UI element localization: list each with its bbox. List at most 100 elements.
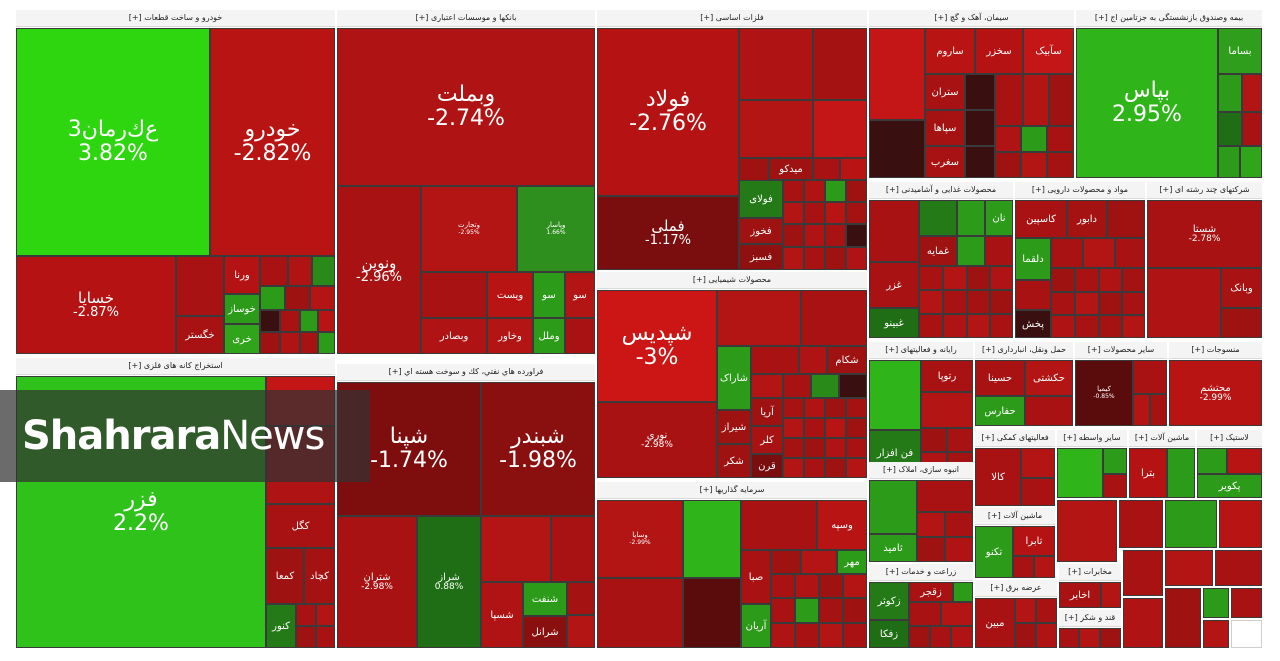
stock-cell[interactable]: پکویر (1197, 474, 1262, 498)
stock-cell[interactable]: شکر (717, 444, 751, 478)
stock-cell[interactable]: شیراز (717, 410, 751, 444)
stock-cell[interactable]: ساروم (925, 28, 975, 74)
sector-title[interactable]: سرمایه گذاریها [+] (597, 482, 867, 499)
stock-cell[interactable]: حکشتی (1025, 360, 1073, 396)
stock-cell[interactable]: خسایا -2.87% (16, 256, 176, 354)
sector-title[interactable]: عرضه برق [+] (975, 580, 1057, 597)
stock-cell[interactable]: سخزر (975, 28, 1023, 74)
stock-cell[interactable]: وپاسار 1.66% (517, 186, 595, 272)
stock-cell[interactable]: بترا (1129, 448, 1167, 498)
stock-cell[interactable]: بساما (1218, 28, 1262, 74)
sector-title[interactable]: ماشین آلات [+] (975, 508, 1055, 525)
sector-pharma[interactable]: مواد و محصولات دارویی [+] کاسپین دابور د… (1015, 182, 1145, 338)
sector-title[interactable]: فلزات اساسی [+] (597, 10, 867, 27)
stock-cell[interactable]: زفکا (869, 620, 909, 648)
sector-title[interactable]: محصولات شیمیایی [+] (597, 272, 867, 289)
sector-title[interactable]: خودرو و ساخت قطعات [+] (16, 10, 335, 27)
stock-cell[interactable]: حسینا (975, 360, 1025, 396)
stock-cell[interactable]: وخاور (487, 318, 533, 354)
stock-cell[interactable]: شکام (827, 346, 867, 374)
sector-auto[interactable]: خودرو و ساخت قطعات [+] خودرو -2.82% ﻉﻙﺭﻣﺎ… (16, 10, 335, 354)
stock-cell[interactable]: فسبز (739, 244, 783, 270)
sector-title[interactable]: مواد و محصولات دارویی [+] (1015, 182, 1145, 199)
stock-cell[interactable]: فولای (739, 180, 783, 218)
stock-cell[interactable]: وتجارت -2.95% (421, 186, 517, 272)
stock-cell[interactable]: کلر (751, 426, 783, 454)
stock-cell[interactable]: وبملت -2.74% (337, 28, 595, 186)
sector-chemicals[interactable]: محصولات شیمیایی [+] شپدیس -3% نوري -2.98% … (597, 272, 867, 478)
stock-cell[interactable]: شاراک (717, 346, 751, 410)
stock-cell[interactable]: خودرو -2.82% (210, 28, 335, 256)
sector-title[interactable]: منسوجات [+] (1169, 342, 1262, 359)
sector-title[interactable]: رایانه و فعالیتهای [+] (869, 342, 973, 359)
stock-cell[interactable]: فملی -1.17% (597, 196, 739, 270)
stock-cell[interactable]: نوري -2.98% (597, 402, 717, 478)
sector-sugar[interactable]: قند و شکر [+] (1059, 610, 1121, 648)
sector-title[interactable]: مخابرات [+] (1059, 564, 1121, 581)
stock-cell[interactable]: دلقما (1015, 238, 1051, 280)
stock-cell[interactable]: ویست (487, 272, 533, 318)
stock-cell[interactable]: سو (533, 272, 565, 318)
stock-cell[interactable]: خگستر (176, 316, 224, 354)
sector-basic-metals[interactable]: فلزات اساسی [+] فولاد -2.76% فملی -1.17% م… (597, 10, 867, 270)
stock-cell[interactable]: سغرب (925, 146, 965, 178)
stock-cell[interactable]: ﻉﻙﺭﻣﺎﻥ3 3.82% (16, 28, 210, 256)
sector-title[interactable]: بیمه وصندوق بازنشستگی به جزتامین اج [+] (1076, 10, 1262, 27)
sector-title[interactable]: قند و شکر [+] (1059, 610, 1121, 627)
sector-telecom[interactable]: مخابرات [+] اخابر (1059, 564, 1121, 608)
sector-title[interactable]: شرکتهای چند رشته ای [+] (1147, 182, 1262, 199)
sector-title[interactable]: استخراج کانه های فلزی [+] (16, 358, 335, 375)
stock-cell[interactable]: کاسپین (1015, 200, 1067, 238)
stock-cell[interactable]: شراز 0.88% (417, 516, 481, 648)
sector-insurance[interactable]: بیمه وصندوق بازنشستگی به جزتامین اج [+] … (1076, 10, 1262, 178)
stock-cell[interactable] (421, 272, 487, 318)
stock-cell[interactable]: ستران (925, 74, 965, 110)
sector-machinery-b[interactable]: ماشین آلات [+] تکنو تابرا (975, 508, 1055, 578)
stock-cell[interactable]: تابرا (1013, 526, 1055, 556)
sector-machinery-a[interactable]: ماشین آلات [+] بترا (1129, 430, 1195, 498)
stock-cell[interactable]: سآبیک (1023, 28, 1074, 74)
stock-cell[interactable]: سو (565, 272, 595, 318)
stock-cell[interactable]: کگل (266, 504, 335, 548)
stock-cell[interactable]: قرن (751, 454, 783, 478)
sector-title[interactable]: زراعت و خدمات [+] (869, 564, 973, 581)
sector-other-intermediary[interactable]: سایر واسطه [+] (1057, 430, 1127, 498)
sector-tires[interactable]: لاستیک [+] پکویر (1197, 430, 1262, 498)
sector-transport[interactable]: حمل ونقل، انبارداری [+] حسینا حکشتی حفار… (975, 342, 1073, 426)
stock-cell[interactable]: وبانک (1221, 268, 1262, 308)
stock-cell[interactable]: حفارس (975, 396, 1025, 426)
stock-cell[interactable]: کیمیا -0.85% (1075, 360, 1133, 426)
stock-cell[interactable]: غبینو (869, 308, 919, 338)
stock-cell[interactable]: شتران -2.98% (337, 516, 417, 648)
sector-textiles[interactable]: منسوجات [+] محتشم -2.99% (1169, 342, 1262, 426)
stock-cell[interactable]: وسایا -2.99% (597, 500, 683, 578)
stock-cell[interactable] (176, 256, 224, 316)
sector-investments[interactable]: سرمایه گذاریها [+] وسایا -2.99% وسپه صبا … (597, 482, 867, 648)
stock-cell[interactable]: شبندر -1.98% (481, 382, 595, 516)
stock-cell[interactable]: خری (224, 324, 260, 354)
stock-cell[interactable]: شپدیس -3% (597, 290, 717, 402)
sector-food[interactable]: محصولات غذایی و آشامیدنی [+] غزر غبینو ن… (869, 182, 1013, 338)
sector-title[interactable]: ماشین آلات [+] (1129, 430, 1195, 447)
sector-real-estate[interactable]: انبوه سازی، املاک [+] ثامید (869, 462, 973, 562)
sector-support-activities[interactable]: فعالیتهای کمکی [+] کالا (975, 430, 1055, 506)
stock-cell[interactable]: زکوثر (869, 582, 909, 620)
sector-title[interactable]: حمل ونقل، انبارداری [+] (975, 342, 1073, 359)
sector-title[interactable]: سایر محصولات [+] (1075, 342, 1167, 359)
stock-cell[interactable]: فخوز (739, 218, 783, 244)
sector-title[interactable]: انبوه سازی، املاک [+] (869, 462, 973, 479)
stock-cell[interactable]: نان (985, 200, 1013, 236)
stock-cell[interactable]: دابور (1067, 200, 1107, 238)
stock-cell[interactable]: غزر (869, 262, 919, 308)
sector-electricity[interactable]: عرضه برق [+] مبین (975, 580, 1057, 648)
stock-cell[interactable]: شسپا (481, 582, 523, 648)
sector-title[interactable]: فعالیتهای کمکی [+] (975, 430, 1055, 447)
sector-title[interactable]: سیمان، آهک و گچ [+] (869, 10, 1074, 27)
stock-cell[interactable]: زقجر (909, 582, 953, 602)
stock-cell[interactable]: خوساز (224, 294, 260, 324)
sector-agriculture[interactable]: زراعت و خدمات [+] زکوثر زفکا زقجر (869, 564, 973, 648)
sector-banks[interactable]: بانکها و موسسات اعتباری [+] وبملت -2.74% … (337, 10, 595, 354)
stock-cell[interactable]: آریا (751, 398, 783, 426)
stock-cell[interactable]: وبصادر (421, 318, 487, 354)
stock-cell[interactable]: بپاس 2.95% (1076, 28, 1218, 178)
